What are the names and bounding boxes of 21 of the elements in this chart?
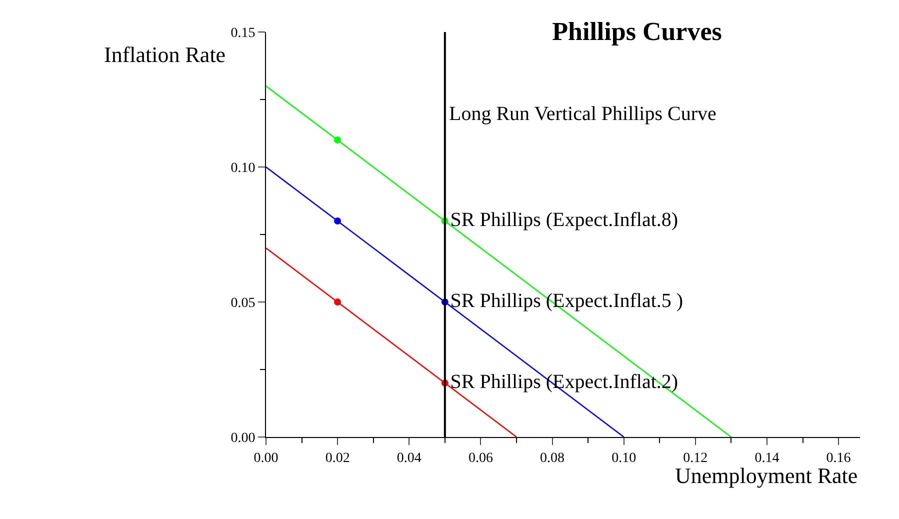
x-tick-label: 0.14 <box>754 450 780 466</box>
y-tick-label: 0.10 <box>230 160 256 176</box>
x-tick-label: 0.04 <box>396 450 422 466</box>
y-tick-label: 0.05 <box>230 296 256 311</box>
chart-title: Phillips Curves <box>552 17 722 46</box>
y-tick-label: 0.00 <box>230 430 256 446</box>
series-label: SR Phillips (Expect.Inflat.8) <box>450 209 678 231</box>
x-tick-label: 0.06 <box>468 450 493 466</box>
x-axis-title: Unemployment Rate <box>675 463 858 488</box>
y-tick-label: 0.15 <box>230 26 256 41</box>
x-tick-label: 0.02 <box>325 450 350 466</box>
point <box>334 136 342 144</box>
x-tick-label: 0.08 <box>540 450 565 466</box>
x-tick-label: 0.00 <box>254 450 278 466</box>
x-tick-label: 0.12 <box>683 450 708 466</box>
y-axis-title: Inflation Rate <box>104 42 226 67</box>
point <box>334 218 342 224</box>
x-tick-label: 0.10 <box>612 450 636 466</box>
ref-line-label: Long Run Vertical Phillips Curve <box>449 103 717 125</box>
x-tick-label: 0.16 <box>826 450 851 466</box>
point <box>334 298 342 306</box>
